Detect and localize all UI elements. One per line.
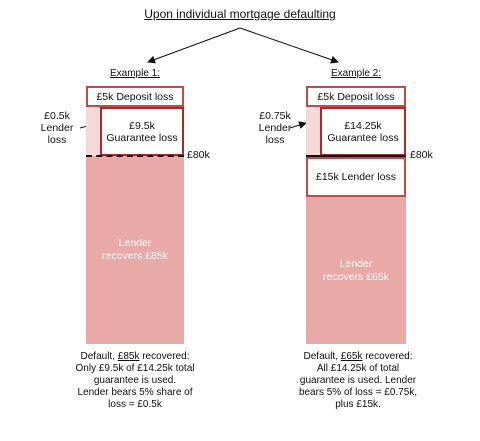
example-2-label: Example 2: [330, 68, 382, 79]
guarantee-label: Guarantee loss [327, 131, 399, 144]
lender-loss-gap [306, 107, 320, 156]
threshold-label: £80k [410, 149, 433, 161]
lender-loss-annotation: £0.75k Lender loss [252, 110, 298, 146]
example-1-caption: Default, £85k recovered: Only £9.5k of £… [55, 351, 215, 411]
guarantee-label: Guarantee loss [106, 131, 178, 144]
deposit-loss-label: £5k Deposit loss [96, 90, 174, 103]
guarantee-loss-box: £14.25k Guarantee loss [320, 107, 406, 156]
recover-line1: Lender [339, 257, 373, 270]
recovered-amount: £65k [340, 351, 363, 362]
guarantee-amount: £14.25k [344, 119, 382, 132]
lender-recovers-bar: Lender recovers £85k [86, 156, 184, 344]
recovered-amount: £85k [117, 351, 140, 362]
lender-loss-gap [86, 107, 100, 156]
guarantee-loss-box: £9.5k Guarantee loss [100, 107, 184, 156]
recover-line1: Lender [118, 237, 152, 249]
lender-loss-amount: £0.5k [44, 110, 70, 122]
caption-line5: loss = £0.5k [108, 399, 162, 410]
threshold-line [86, 155, 184, 157]
guarantee-amount: £9.5k [129, 119, 155, 132]
lender-recovers-bar: Lender recovers £65k [306, 197, 406, 344]
example-1-label: Example 1: [109, 68, 161, 79]
threshold-line [306, 155, 406, 157]
caption-line2: All £14.25k of total [316, 363, 400, 374]
recover-line2: recovers £65k [323, 270, 389, 283]
threshold-label: £80k [187, 149, 210, 161]
caption-line4: bears 5% of loss = £0.75k, [298, 387, 418, 398]
lender-loss-line1: Lender [258, 122, 292, 134]
caption-line4: Lender bears 5% share of [77, 387, 193, 398]
deposit-loss-box: £5k Deposit loss [306, 86, 406, 107]
lender-loss-line2: loss [265, 134, 285, 146]
arrow-to-example-2 [239, 27, 339, 64]
example-2-caption: Default, £65k recovered: All £14.25k of … [272, 351, 444, 411]
lender-loss-annotation: £0.5k Lender loss [35, 110, 79, 146]
lender-loss-arrow-2 [289, 121, 307, 129]
lender-loss-box: £15k Lender loss [306, 157, 406, 197]
deposit-loss-box: £5k Deposit loss [86, 86, 184, 107]
caption-line2: Only £9.5k of £14.25k total [75, 363, 195, 374]
recover-line2: recovers £85k [102, 250, 168, 262]
caption-line3: guarantee is used. Lender [299, 375, 417, 386]
lender-loss-line1: Lender [40, 122, 74, 134]
deposit-loss-label: £5k Deposit loss [317, 90, 395, 103]
lender-loss-line2: loss [47, 134, 67, 146]
caption-line1: Default, £85k recovered: [80, 351, 190, 362]
lender-loss-amount: £0.75k [259, 110, 291, 122]
caption-line5: plus £15k. [335, 399, 381, 410]
caption-line1: Default, £65k recovered: [303, 351, 413, 362]
caption-line3: guarantee is used. [93, 375, 177, 386]
page-title: Upon individual mortgage defaulting [144, 7, 336, 21]
arrow-to-example-1 [147, 27, 241, 64]
lender-loss-box-label: £15k Lender loss [316, 171, 396, 183]
